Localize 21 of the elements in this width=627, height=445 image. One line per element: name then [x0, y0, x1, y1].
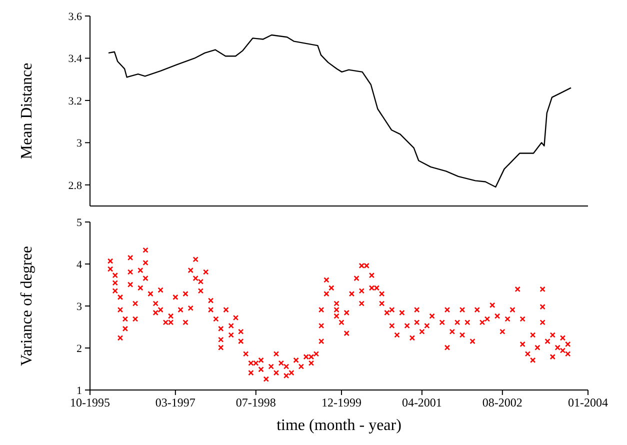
y-tick-label: 3 [76, 138, 82, 150]
x-tick-label: 12-1999 [321, 396, 362, 410]
x-axis-title: time (month - year) [276, 417, 402, 434]
x-tick-label: 04-2001 [402, 396, 442, 410]
y-tick-label: 2.8 [68, 180, 82, 192]
y-axis-title: Mean Distance [18, 62, 36, 160]
x-tick-label: 07-1998 [236, 396, 276, 410]
y-tick-label: 4 [76, 258, 82, 271]
y-tick-label: 3.2 [68, 95, 82, 108]
y-tick-label: 3.4 [68, 53, 82, 66]
x-tick-label: 03-1997 [155, 396, 196, 410]
y-tick-label: 3.6 [68, 10, 82, 23]
y-tick-label: 1 [76, 384, 82, 397]
y-tick-label: 3 [76, 300, 82, 313]
y-tick-label: 5 [76, 216, 82, 229]
x-tick-label: 10-1995 [70, 396, 110, 410]
y-axis-title: Variance of degree [18, 246, 36, 366]
x-tick-label: 01-2004 [568, 396, 608, 410]
line-series [108, 34, 572, 188]
y-tick-label: 2 [76, 342, 82, 355]
x-tick-label: 08-2002 [482, 396, 522, 410]
